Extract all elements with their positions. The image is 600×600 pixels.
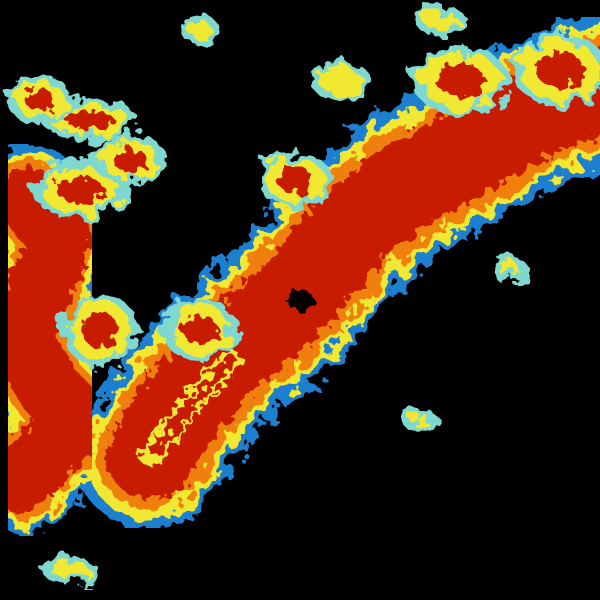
echo-cell-core [82, 312, 118, 348]
echo-cell-core [66, 111, 114, 129]
echo-cell [188, 22, 212, 38]
radar-site-gap [286, 290, 314, 310]
echo-cell-core [25, 89, 55, 111]
echo-cell-core [277, 166, 313, 194]
echo-tail-core [149, 354, 236, 456]
echo-cell [502, 260, 518, 280]
echo-cell-core [112, 149, 148, 171]
echo-cell [318, 66, 362, 94]
echo-cell [410, 414, 430, 426]
echo-cell [422, 12, 458, 28]
echo-band-left [0, 168, 112, 512]
echo-cell [50, 562, 90, 578]
echo-cell-core [436, 63, 484, 97]
echo-cell-core [56, 176, 104, 204]
echo-cell-core [182, 315, 218, 345]
echo-cell-core [536, 52, 584, 88]
